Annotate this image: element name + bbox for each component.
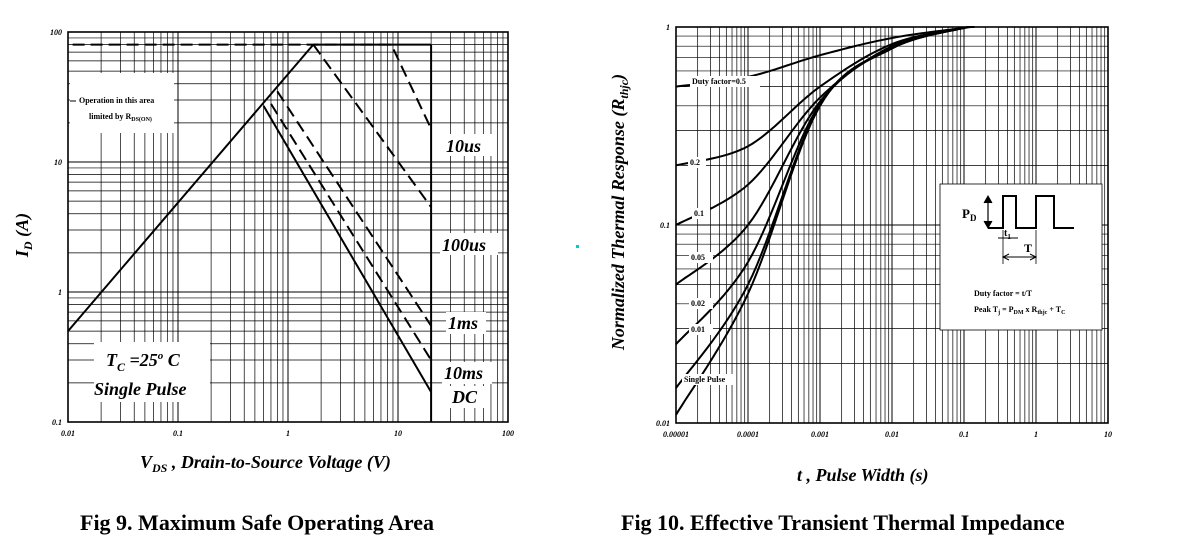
- y-tick-label: 0.1: [52, 418, 62, 427]
- x-tick-label: 10: [394, 429, 402, 438]
- series-line: [72, 43, 433, 130]
- soa-label-100us: 100us: [442, 235, 486, 255]
- soa-y-tick-labels: 0.1 1 10 100: [50, 28, 62, 427]
- x-tick-label: 1: [286, 429, 290, 438]
- curve-label-bg: [682, 374, 734, 385]
- x-tick-label: 0.0001: [737, 430, 759, 439]
- soa-region-note-line2: limited by RDS(ON): [89, 112, 152, 123]
- curve-label-bg: [689, 324, 713, 335]
- soa-label-10us: 10us: [446, 136, 481, 156]
- y-tick-label: 1: [666, 23, 670, 32]
- curve-label-bg: [689, 252, 713, 263]
- thermal-inset-pd-arrow-heads: [983, 194, 993, 230]
- soa-plot-frame: [67, 31, 509, 423]
- series-line: [675, 26, 975, 226]
- soa-label-dc: DC: [451, 387, 478, 407]
- thermal-x-tick-labels: 0.00001 0.0001 0.001 0.01 0.1 1 10: [663, 430, 1112, 439]
- curve-label-bg: [690, 76, 760, 87]
- soa-x-tick-labels: 0.01 0.1 1 10 100: [61, 429, 514, 438]
- series-line: [270, 103, 432, 361]
- soa-chart: 0.01 0.1 1 10 100 0.1 1 10 100 Operation in thi…: [12, 28, 514, 535]
- thermal-inset-period-label: T: [1024, 241, 1032, 255]
- thermal-inset-peak-line: Peak Tj = PDM x Rthjc + TC: [974, 305, 1065, 316]
- thermal-figure-title: Fig 10. Effective Transient Thermal Impe…: [621, 510, 1065, 535]
- soa-conditions-temp: TC =25o C: [106, 350, 181, 374]
- thermal-inset-t1: t1: [1004, 228, 1011, 241]
- soa-label-10ms: 10ms: [444, 363, 483, 383]
- y-tick-label: 0.01: [656, 419, 670, 428]
- x-tick-label: 0.1: [173, 429, 183, 438]
- curve-label: 0.01: [691, 325, 705, 334]
- soa-label-bg-100us: [440, 233, 498, 255]
- soa-label-bg-10ms: [442, 362, 492, 384]
- curve-label-bg: [688, 157, 706, 168]
- series-line: [312, 44, 432, 208]
- soa-series: [67, 43, 433, 422]
- thermal-inset: PD t1 T Duty factor = t/T Peak Tj = PDM …: [939, 183, 1103, 331]
- curve-label: Single Pulse: [684, 375, 726, 384]
- thermal-y-axis-title: Normalized Thermal Response (Rthjc): [608, 74, 631, 351]
- soa-y-axis-title: ID (A): [12, 213, 35, 258]
- soa-conditions-pulse: Single Pulse: [94, 379, 187, 399]
- thermal-x-axis-title: t , Pulse Width (s): [797, 465, 929, 486]
- thermal-chart: 0.00001 0.0001 0.001 0.01 0.1 1 10 0.01 0.1 1 Du…: [608, 23, 1112, 535]
- series-line: [276, 90, 432, 327]
- x-tick-label: 1: [1034, 430, 1038, 439]
- soa-x-axis-title: VDS , Drain-to-Source Voltage (V): [140, 452, 391, 475]
- series-line: [675, 26, 975, 416]
- series-line: [67, 43, 315, 332]
- curve-label: 0.2: [690, 158, 700, 167]
- soa-conditions-box: [94, 342, 210, 402]
- x-tick-label: 10: [1104, 430, 1112, 439]
- soa-label-1ms: 1ms: [448, 313, 478, 333]
- y-tick-label: 100: [50, 28, 62, 37]
- series-line: [675, 26, 975, 345]
- soa-label-bg-1ms: [446, 312, 486, 334]
- curve-label-bg: [689, 298, 713, 309]
- soa-label-bg-10us: [444, 134, 496, 156]
- x-tick-label: 0.01: [885, 430, 899, 439]
- thermal-inset-pd: PD: [962, 206, 977, 223]
- y-tick-label: 1: [58, 288, 62, 297]
- soa-figure-title: Fig 9. Maximum Safe Operating Area: [80, 510, 434, 535]
- x-tick-label: 100: [502, 429, 514, 438]
- thermal-plot-frame: [675, 26, 1109, 424]
- thermal-inset-pulse-train: [988, 195, 1074, 229]
- curve-label: 0.1: [694, 209, 704, 218]
- soa-region-note-line1: Operation in this area: [79, 96, 154, 105]
- x-tick-label: 0.01: [61, 429, 75, 438]
- curve-label: 0.05: [691, 253, 705, 262]
- x-tick-label: 0.1: [959, 430, 969, 439]
- y-tick-label: 0.1: [660, 221, 670, 230]
- soa-region-note-box: [70, 73, 174, 133]
- curve-label-bg: [692, 208, 710, 219]
- thermal-y-tick-labels: 0.01 0.1 1: [656, 23, 670, 428]
- x-tick-label: 0.001: [811, 430, 829, 439]
- series-line: [262, 105, 432, 393]
- thermal-inset-duty-line: Duty factor = t/T: [974, 289, 1033, 298]
- soa-label-bg-dc: [448, 386, 486, 408]
- x-tick-label: 0.00001: [663, 430, 689, 439]
- curve-label: Duty factor=0.5: [692, 77, 746, 86]
- curve-label: 0.02: [691, 299, 705, 308]
- y-tick-label: 10: [54, 158, 62, 167]
- thermal-curve-labels: Duty factor=0.5 0.2 0.1 0.05 0.02 0.01 Single …: [682, 76, 760, 385]
- stray-mark: [576, 245, 579, 248]
